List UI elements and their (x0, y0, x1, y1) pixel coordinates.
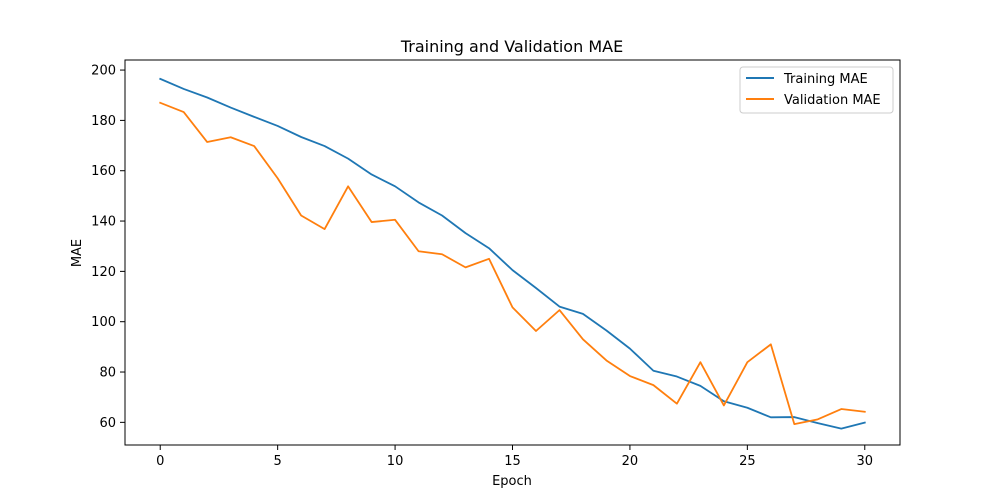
x-tick-label: 25 (739, 454, 756, 469)
y-tick-label: 80 (99, 366, 116, 381)
y-tick-label: 160 (91, 164, 116, 179)
series-line-training (159, 77, 866, 430)
series-layer (159, 77, 866, 430)
x-tick-label: 0 (156, 454, 164, 469)
y-tick-label: 200 (91, 64, 116, 79)
x-axis-label: Epoch (492, 474, 532, 489)
y-tick-label: 180 (91, 114, 116, 129)
x-tick-label: 15 (504, 454, 521, 469)
y-tick-label: 60 (99, 416, 116, 431)
series-line-validation (159, 101, 866, 426)
y-tick-label: 140 (91, 215, 116, 230)
legend-label-training: Training MAE (783, 72, 868, 87)
x-tick-label: 10 (387, 454, 404, 469)
x-axis: 0 5 10 15 20 25 30 (156, 445, 873, 469)
y-axis-label: MAE (70, 239, 85, 267)
x-tick-label: 5 (274, 454, 282, 469)
legend-label-validation: Validation MAE (784, 93, 881, 108)
x-tick-label: 30 (856, 454, 873, 469)
y-tick-label: 100 (91, 315, 116, 330)
legend: Training MAE Validation MAE (739, 66, 894, 114)
x-tick-label: 20 (622, 454, 639, 469)
chart-title: Training and Validation MAE (400, 37, 623, 56)
legend-box (739, 66, 894, 114)
y-tick-label: 120 (91, 265, 116, 280)
y-axis: 60 80 100 120 140 160 180 200 (91, 64, 125, 431)
